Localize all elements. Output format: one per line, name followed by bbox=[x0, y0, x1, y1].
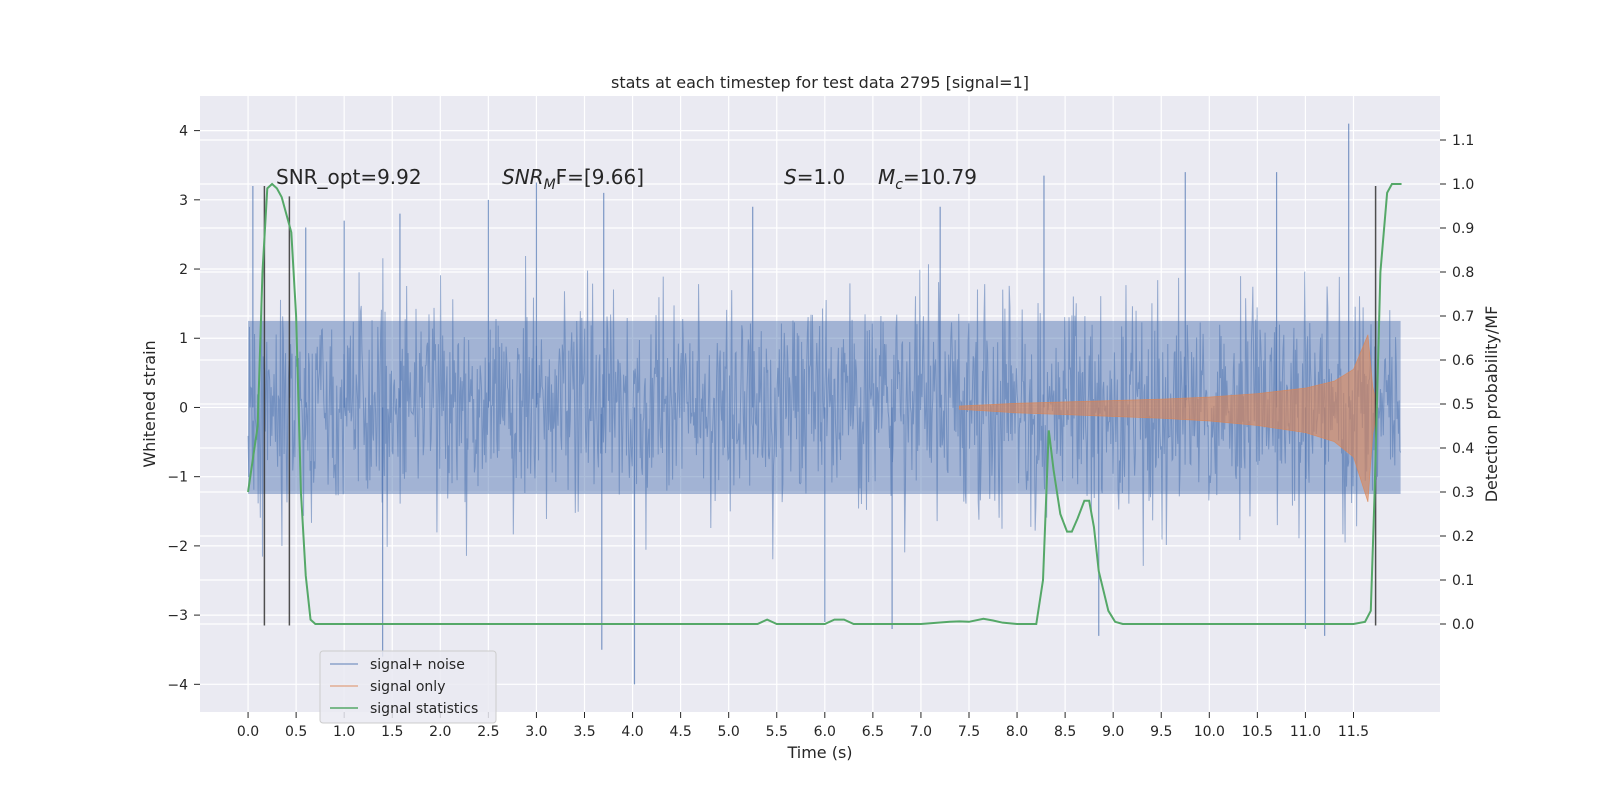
legend: signal+ noise signal only signal statist… bbox=[319, 650, 497, 724]
y-left-tick-label: 4 bbox=[179, 124, 188, 140]
x-tick-label: 1.5 bbox=[381, 724, 403, 740]
annotation-mc-main: M bbox=[878, 165, 895, 189]
y-right-tick-label: 0.4 bbox=[1452, 441, 1474, 457]
annotation-s-rest: =1.0 bbox=[797, 165, 846, 189]
x-tick-label: 10.5 bbox=[1242, 724, 1273, 740]
annotation-snr-mf: SNRMF=[9.66] bbox=[502, 165, 644, 193]
x-tick-label: 9.0 bbox=[1102, 724, 1124, 740]
signal-statistics-line bbox=[247, 182, 1402, 625]
annotation-snr-mf-rest: F=[9.66] bbox=[556, 165, 644, 189]
y-left-tick-label: −4 bbox=[167, 677, 188, 693]
y-left-tick-label: 0 bbox=[179, 400, 188, 416]
y-right-tick-label: 0.7 bbox=[1452, 309, 1474, 325]
x-tick-label: 2.5 bbox=[477, 724, 499, 740]
x-tick-label: 0.5 bbox=[285, 724, 307, 740]
x-tick-label: 2.0 bbox=[429, 724, 451, 740]
annotation-mc: Mc=10.79 bbox=[878, 165, 977, 193]
x-tick-label: 5.5 bbox=[766, 724, 788, 740]
legend-label-signal-only: signal only bbox=[370, 679, 445, 695]
y-right-tick-label: 0.1 bbox=[1452, 573, 1474, 589]
x-tick-label: 4.0 bbox=[621, 724, 643, 740]
x-tick-label: 3.5 bbox=[573, 724, 595, 740]
x-tick-label: 10.0 bbox=[1194, 724, 1225, 740]
legend-label-signal-statistics: signal statistics bbox=[370, 701, 478, 717]
y-left-tick-label: −3 bbox=[167, 608, 188, 624]
y-left-tick-label: −1 bbox=[167, 470, 188, 486]
y-left-tick-label: 1 bbox=[179, 331, 188, 347]
y-left-tick-label: 3 bbox=[179, 193, 188, 209]
signal-statistics-series bbox=[247, 182, 1402, 625]
y-left-tick-label: 2 bbox=[179, 262, 188, 278]
x-tick-label: 8.5 bbox=[1054, 724, 1076, 740]
y-right-tick-label: 0.8 bbox=[1452, 265, 1474, 281]
x-tick-label: 4.5 bbox=[669, 724, 691, 740]
x-tick-label: 7.0 bbox=[910, 724, 932, 740]
y-right-tick-label: 0.3 bbox=[1452, 485, 1474, 501]
annotation-snr-opt: SNR_opt=9.92 bbox=[276, 165, 422, 189]
x-tick-label: 11.5 bbox=[1338, 724, 1369, 740]
annotation-snr-mf-main: SNR bbox=[502, 165, 544, 189]
annotation-snr-mf-sub: M bbox=[544, 177, 556, 193]
y-right-tick-label: 1.0 bbox=[1452, 177, 1474, 193]
vertical-markers bbox=[263, 185, 1377, 626]
x-tick-label: 11.0 bbox=[1290, 724, 1321, 740]
annotations: SNR_opt=9.92 SNRMF=[9.66] S=1.0 Mc=10.79 bbox=[276, 165, 977, 193]
annotation-s-main: S bbox=[784, 165, 797, 189]
chart-title: stats at each timestep for test data 279… bbox=[611, 73, 1029, 92]
x-tick-label: 3.0 bbox=[525, 724, 547, 740]
x-tick-label: 1.0 bbox=[333, 724, 355, 740]
y-axis-left-label: Whitened strain bbox=[140, 340, 159, 467]
x-tick-label: 7.5 bbox=[958, 724, 980, 740]
legend-box bbox=[319, 650, 497, 724]
y-axis-right-label: Detection probability/MF bbox=[1482, 306, 1501, 503]
y-left-tick-label: −2 bbox=[167, 539, 188, 555]
x-tick-label: 6.5 bbox=[862, 724, 884, 740]
x-tick-label: 9.5 bbox=[1150, 724, 1172, 740]
x-tick-label: 5.0 bbox=[718, 724, 740, 740]
annotation-mc-rest: =10.79 bbox=[903, 165, 977, 189]
legend-label-signal-noise: signal+ noise bbox=[370, 657, 465, 673]
annotation-mc-sub: c bbox=[895, 177, 903, 193]
y-right-tick-label: 0.2 bbox=[1452, 529, 1474, 545]
axes: 0.0 0.5 1.0 1.5 2.0 2.5 3.0 3.5 4.0 4.5 5.0 5.5 6.0 6… bbox=[167, 124, 1474, 740]
x-axis-label: Time (s) bbox=[786, 743, 852, 762]
y-right-tick-label: 0.5 bbox=[1452, 397, 1474, 413]
x-tick-label: 8.0 bbox=[1006, 724, 1028, 740]
y-right-tick-label: 0.9 bbox=[1452, 221, 1474, 237]
x-tick-label: 0.0 bbox=[237, 724, 259, 740]
x-tick-label: 6.0 bbox=[814, 724, 836, 740]
signal-noise-trace bbox=[247, 256, 1402, 566]
annotation-s: S=1.0 bbox=[784, 165, 845, 189]
y-right-tick-label: 0.0 bbox=[1452, 617, 1474, 633]
y-right-tick-label: 1.1 bbox=[1452, 133, 1474, 149]
y-right-tick-label: 0.6 bbox=[1452, 353, 1474, 369]
